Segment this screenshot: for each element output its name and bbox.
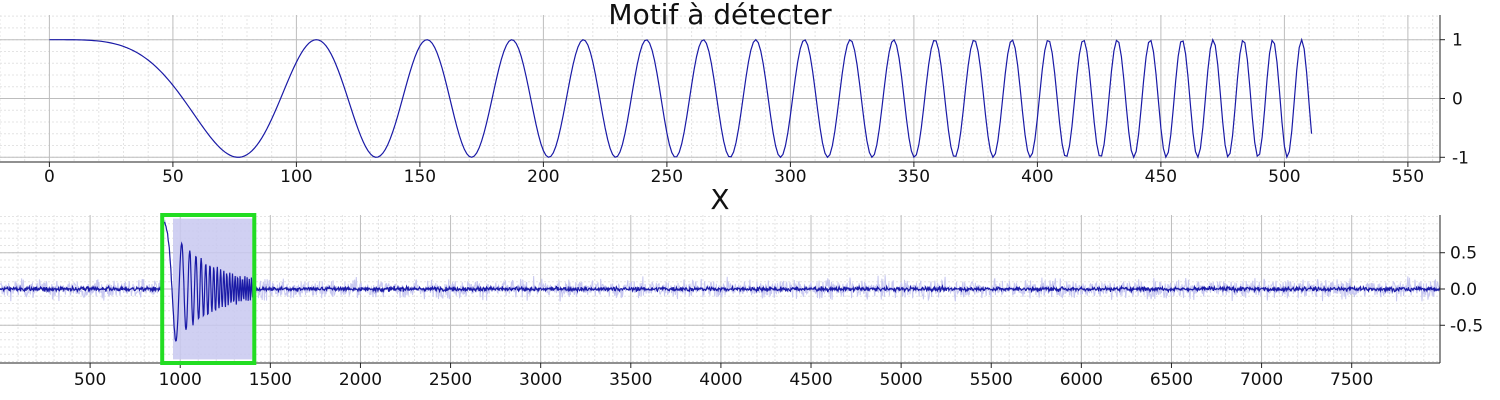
x-tick-label: 50 <box>162 167 184 185</box>
y-tick-label: -1 <box>1452 148 1469 168</box>
x-tick-label: 400 <box>1021 167 1053 185</box>
x-tick-label: 6500 <box>1150 370 1193 390</box>
chart-title: X <box>710 185 729 216</box>
y-tick-label: 0.0 <box>1450 280 1477 300</box>
x-tick-label: 500 <box>1268 167 1300 185</box>
series-group <box>49 37 1313 159</box>
series-line-filtered <box>0 219 1441 342</box>
series-group <box>0 217 1441 360</box>
y-tick-label: 0 <box>1452 89 1463 109</box>
y-tick-label: 1 <box>1452 31 1463 51</box>
tick-labels: 500 1000 1500 2000 2500 3000 3500 4000 4500 5000 5… <box>74 244 1483 390</box>
x-tick-label: 150 <box>404 167 436 185</box>
x-tick-label: 200 <box>527 167 559 185</box>
series-line-chirp <box>49 37 1313 159</box>
x-tick-label: 250 <box>651 167 683 185</box>
x-tick-label: 6000 <box>1060 370 1103 390</box>
x-tick-label: 4000 <box>699 370 742 390</box>
x-tick-label: 0 <box>44 167 55 185</box>
chart-motif: 0 50 100 150 200 250 300 350 400 450 500 550 -1 0 1 Mo… <box>0 0 1469 185</box>
x-tick-label: 5000 <box>879 370 922 390</box>
x-tick-label: 3500 <box>609 370 652 390</box>
chart-title: Motif à détecter <box>608 0 832 31</box>
tick-labels: 0 50 100 150 200 250 300 350 400 450 500 550 -1 0 1 <box>44 31 1469 185</box>
x-tick-label: 4500 <box>789 370 832 390</box>
x-tick-label: 1500 <box>249 370 292 390</box>
x-tick-label: 7000 <box>1240 370 1283 390</box>
x-tick-label: 100 <box>280 167 312 185</box>
x-tick-label: 1000 <box>159 370 202 390</box>
axes <box>0 15 1445 167</box>
y-tick-label: -0.5 <box>1450 316 1483 336</box>
x-tick-label: 3000 <box>519 370 562 390</box>
x-tick-label: 450 <box>1145 167 1177 185</box>
y-tick-label: 0.5 <box>1450 244 1477 264</box>
detected-region-box <box>160 213 257 365</box>
x-tick-label: 2000 <box>339 370 382 390</box>
x-tick-label: 350 <box>898 167 930 185</box>
x-tick-label: 300 <box>774 167 806 185</box>
grid <box>0 15 1440 162</box>
x-tick-label: 500 <box>74 370 106 390</box>
x-tick-label: 2500 <box>429 370 472 390</box>
x-tick-label: 5500 <box>970 370 1013 390</box>
chart-signal: 500 1000 1500 2000 2500 3000 3500 4000 4500 5000 5… <box>0 185 1483 390</box>
x-tick-label: 7500 <box>1330 370 1373 390</box>
x-tick-label: 550 <box>1392 167 1424 185</box>
